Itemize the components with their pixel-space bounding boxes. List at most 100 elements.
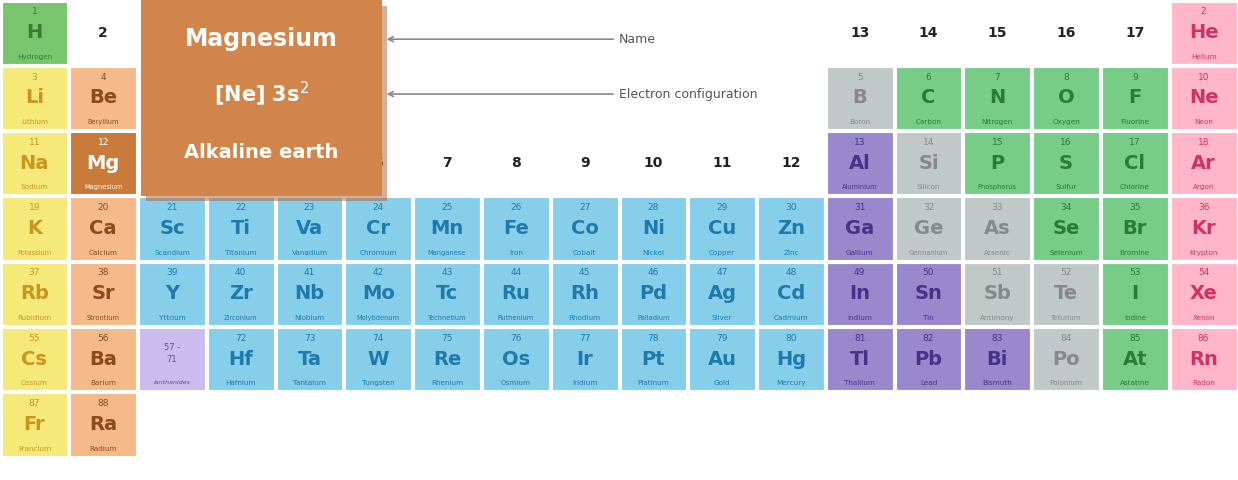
Text: Arsenic: Arsenic (984, 250, 1010, 256)
Text: Pb: Pb (915, 350, 942, 369)
Text: Magnesium: Magnesium (84, 184, 123, 191)
Text: Lead: Lead (920, 380, 937, 386)
Text: 80: 80 (785, 334, 797, 343)
FancyBboxPatch shape (690, 197, 755, 260)
Text: Co: Co (571, 219, 598, 238)
Text: 27: 27 (579, 203, 591, 212)
FancyBboxPatch shape (1034, 263, 1099, 325)
Text: N: N (989, 88, 1005, 108)
Text: W: W (368, 350, 389, 369)
Text: Yttrium: Yttrium (158, 315, 186, 321)
Text: Mo: Mo (361, 284, 395, 303)
Text: Sc: Sc (160, 219, 184, 238)
FancyBboxPatch shape (71, 132, 136, 194)
FancyBboxPatch shape (415, 328, 480, 390)
FancyBboxPatch shape (620, 263, 686, 325)
Text: Se: Se (1052, 219, 1080, 238)
Text: B: B (852, 88, 867, 108)
Text: Tl: Tl (849, 350, 870, 369)
Text: Germanium: Germanium (909, 250, 948, 256)
Text: Hafnium: Hafnium (225, 380, 256, 386)
Text: 14: 14 (919, 25, 938, 40)
FancyBboxPatch shape (276, 197, 343, 260)
Text: 29: 29 (717, 203, 728, 212)
Text: lanthanides: lanthanides (154, 380, 191, 384)
Text: 8: 8 (511, 156, 521, 170)
Text: Rb: Rb (20, 284, 48, 303)
Text: 16: 16 (1060, 138, 1072, 147)
Text: Antimony: Antimony (980, 315, 1014, 321)
Text: 26: 26 (510, 203, 521, 212)
Text: 48: 48 (785, 268, 796, 277)
Text: Tellurium: Tellurium (1051, 315, 1081, 321)
Text: 14: 14 (922, 138, 935, 147)
Text: Sr: Sr (92, 284, 115, 303)
Text: Fe: Fe (503, 219, 529, 238)
Text: Y: Y (165, 284, 180, 303)
Text: Calcium: Calcium (89, 250, 118, 256)
Text: 9: 9 (579, 156, 589, 170)
FancyBboxPatch shape (964, 328, 1030, 390)
Text: 39: 39 (166, 268, 178, 277)
Text: Mg: Mg (87, 154, 120, 173)
FancyBboxPatch shape (1, 263, 67, 325)
FancyBboxPatch shape (345, 328, 411, 390)
Text: C: C (921, 88, 936, 108)
Text: Ge: Ge (914, 219, 943, 238)
Text: Ru: Ru (501, 284, 530, 303)
Text: 11: 11 (28, 138, 40, 147)
Text: 10: 10 (1198, 72, 1210, 82)
FancyBboxPatch shape (483, 328, 548, 390)
Text: Radium: Radium (89, 445, 116, 452)
Text: 79: 79 (717, 334, 728, 343)
Text: 4: 4 (100, 72, 106, 82)
Text: Os: Os (501, 350, 530, 369)
Text: 88: 88 (98, 399, 109, 408)
FancyBboxPatch shape (1171, 263, 1237, 325)
Text: Sulfur: Sulfur (1055, 184, 1077, 191)
Text: Rubidium: Rubidium (17, 315, 52, 321)
Text: Cobalt: Cobalt (573, 250, 597, 256)
Text: Aluminium: Aluminium (842, 184, 878, 191)
Text: Beryllium: Beryllium (88, 119, 119, 125)
Text: Pt: Pt (641, 350, 665, 369)
Text: Ra: Ra (89, 415, 118, 434)
FancyBboxPatch shape (1171, 132, 1237, 194)
Text: Alkaline earth: Alkaline earth (184, 144, 338, 162)
Text: 22: 22 (235, 203, 246, 212)
FancyBboxPatch shape (758, 263, 823, 325)
Text: Palladium: Palladium (638, 315, 670, 321)
Text: 86: 86 (1198, 334, 1210, 343)
Text: 31: 31 (854, 203, 865, 212)
Text: He: He (1188, 23, 1218, 42)
FancyBboxPatch shape (895, 328, 962, 390)
Text: 77: 77 (579, 334, 591, 343)
FancyBboxPatch shape (345, 263, 411, 325)
Text: Zr: Zr (229, 284, 253, 303)
Text: Thallium: Thallium (844, 380, 875, 386)
Text: 78: 78 (647, 334, 659, 343)
FancyBboxPatch shape (1034, 132, 1099, 194)
Text: Va: Va (296, 219, 323, 238)
Text: Pd: Pd (639, 284, 667, 303)
Text: 15: 15 (988, 25, 1006, 40)
Text: Francium: Francium (17, 445, 51, 452)
Text: Hydrogen: Hydrogen (17, 54, 52, 60)
Text: Bromine: Bromine (1119, 250, 1150, 256)
Text: Vanadium: Vanadium (291, 250, 328, 256)
FancyBboxPatch shape (758, 197, 823, 260)
Text: Argon: Argon (1193, 184, 1214, 191)
Text: Sb: Sb (983, 284, 1011, 303)
Text: Iodine: Iodine (1124, 315, 1146, 321)
FancyBboxPatch shape (895, 132, 962, 194)
FancyBboxPatch shape (895, 67, 962, 129)
FancyBboxPatch shape (1034, 67, 1099, 129)
Text: Cr: Cr (366, 219, 390, 238)
FancyBboxPatch shape (827, 67, 893, 129)
Text: 5: 5 (857, 72, 863, 82)
Text: Oxygen: Oxygen (1052, 119, 1080, 125)
Text: 38: 38 (98, 268, 109, 277)
Text: Iron: Iron (509, 250, 522, 256)
Text: 81: 81 (854, 334, 865, 343)
FancyBboxPatch shape (71, 328, 136, 390)
